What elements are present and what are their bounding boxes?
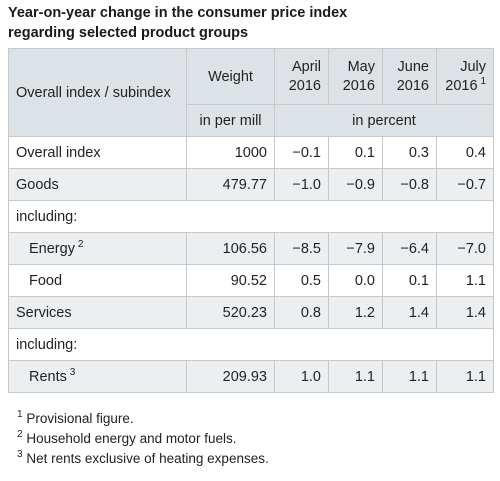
row-label: including:	[8, 200, 494, 233]
table-row-including-goods: including:	[8, 200, 494, 233]
header-month-june: June 2016	[382, 48, 437, 105]
value-cell: 0.1	[382, 264, 437, 297]
footnote-1: 1 Provisional figure.	[17, 409, 134, 427]
value-cell: 1.4	[436, 296, 494, 329]
row-label: Goods	[8, 168, 187, 201]
row-label: Food	[8, 264, 187, 297]
value-cell: −0.9	[328, 168, 383, 201]
weight-cell: 479.77	[186, 168, 275, 201]
title-line-1: Year-on-year change in the consumer pric…	[8, 5, 348, 21]
value-cell: −1.0	[274, 168, 329, 201]
table-row-goods: Goods 479.77 −1.0 −0.9 −0.8 −0.7	[8, 168, 494, 201]
table-row-overall-index: Overall index 1000 −0.1 0.1 0.3 0.4	[8, 136, 494, 169]
weight-cell: 209.93	[186, 360, 275, 393]
value-cell: 0.3	[382, 136, 437, 169]
row-label: Services	[8, 296, 187, 329]
header-row: Overall index / subindex Weight April 201…	[8, 48, 494, 137]
value-cell: 1.2	[328, 296, 383, 329]
value-cell: 1.1	[328, 360, 383, 393]
table-title: Year-on-year change in the consumer pric…	[8, 3, 494, 43]
unit-weight: in per mill	[186, 104, 275, 137]
weight-cell: 90.52	[186, 264, 275, 297]
value-cell: 0.8	[274, 296, 329, 329]
header-weight: Weight	[186, 48, 275, 105]
table-row-including-services: including:	[8, 328, 494, 361]
row-label: Energy 2	[8, 232, 187, 265]
unit-percent: in percent	[274, 104, 494, 137]
row-label: including:	[8, 328, 494, 361]
footnote-2: 2 Household energy and motor fuels.	[17, 429, 237, 447]
value-cell: 1.1	[382, 360, 437, 393]
weight-cell: 520.23	[186, 296, 275, 329]
footnote-marker: 2	[77, 238, 84, 250]
header-month-july: July 2016 1	[436, 48, 494, 105]
value-cell: 0.0	[328, 264, 383, 297]
value-cell: 1.1	[436, 360, 494, 393]
value-cell: −0.7	[436, 168, 494, 201]
value-cell: 1.4	[382, 296, 437, 329]
value-cell: −6.4	[382, 232, 437, 265]
header-month-april: April 2016	[274, 48, 329, 105]
weight-cell: 1000	[186, 136, 275, 169]
value-cell: −0.8	[382, 168, 437, 201]
table-row-energy: Energy 2 106.56 −8.5 −7.9 −6.4 −7.0	[8, 232, 494, 265]
cpi-table: Overall index / subindex Weight April 201…	[8, 48, 494, 393]
title-line-2: regarding selected product groups	[8, 25, 249, 41]
value-cell: −7.0	[436, 232, 494, 265]
footnote-marker: 3	[69, 366, 76, 378]
value-cell: −8.5	[274, 232, 329, 265]
row-label: Rents 3	[8, 360, 187, 393]
row-label: Overall index	[8, 136, 187, 169]
value-cell: 0.5	[274, 264, 329, 297]
value-cell: 1.0	[274, 360, 329, 393]
weight-cell: 106.56	[186, 232, 275, 265]
value-cell: 0.1	[328, 136, 383, 169]
header-subindex: Overall index / subindex	[8, 48, 187, 137]
table-row-food: Food 90.52 0.5 0.0 0.1 1.1	[8, 264, 494, 297]
value-cell: 1.1	[436, 264, 494, 297]
footnote-3: 3 Net rents exclusive of heating expense…	[17, 449, 269, 467]
table-row-rents: Rents 3 209.93 1.0 1.1 1.1 1.1	[8, 360, 494, 393]
footnotes: 1 Provisional figure. 2 Household energy…	[17, 409, 487, 469]
value-cell: −0.1	[274, 136, 329, 169]
value-cell: 0.4	[436, 136, 494, 169]
header-month-may: May 2016	[328, 48, 383, 105]
unit-row: in per mill in percent	[9, 104, 494, 137]
table-row-services: Services 520.23 0.8 1.2 1.4 1.4	[8, 296, 494, 329]
value-cell: −7.9	[328, 232, 383, 265]
footnote-marker: 1	[480, 75, 486, 87]
